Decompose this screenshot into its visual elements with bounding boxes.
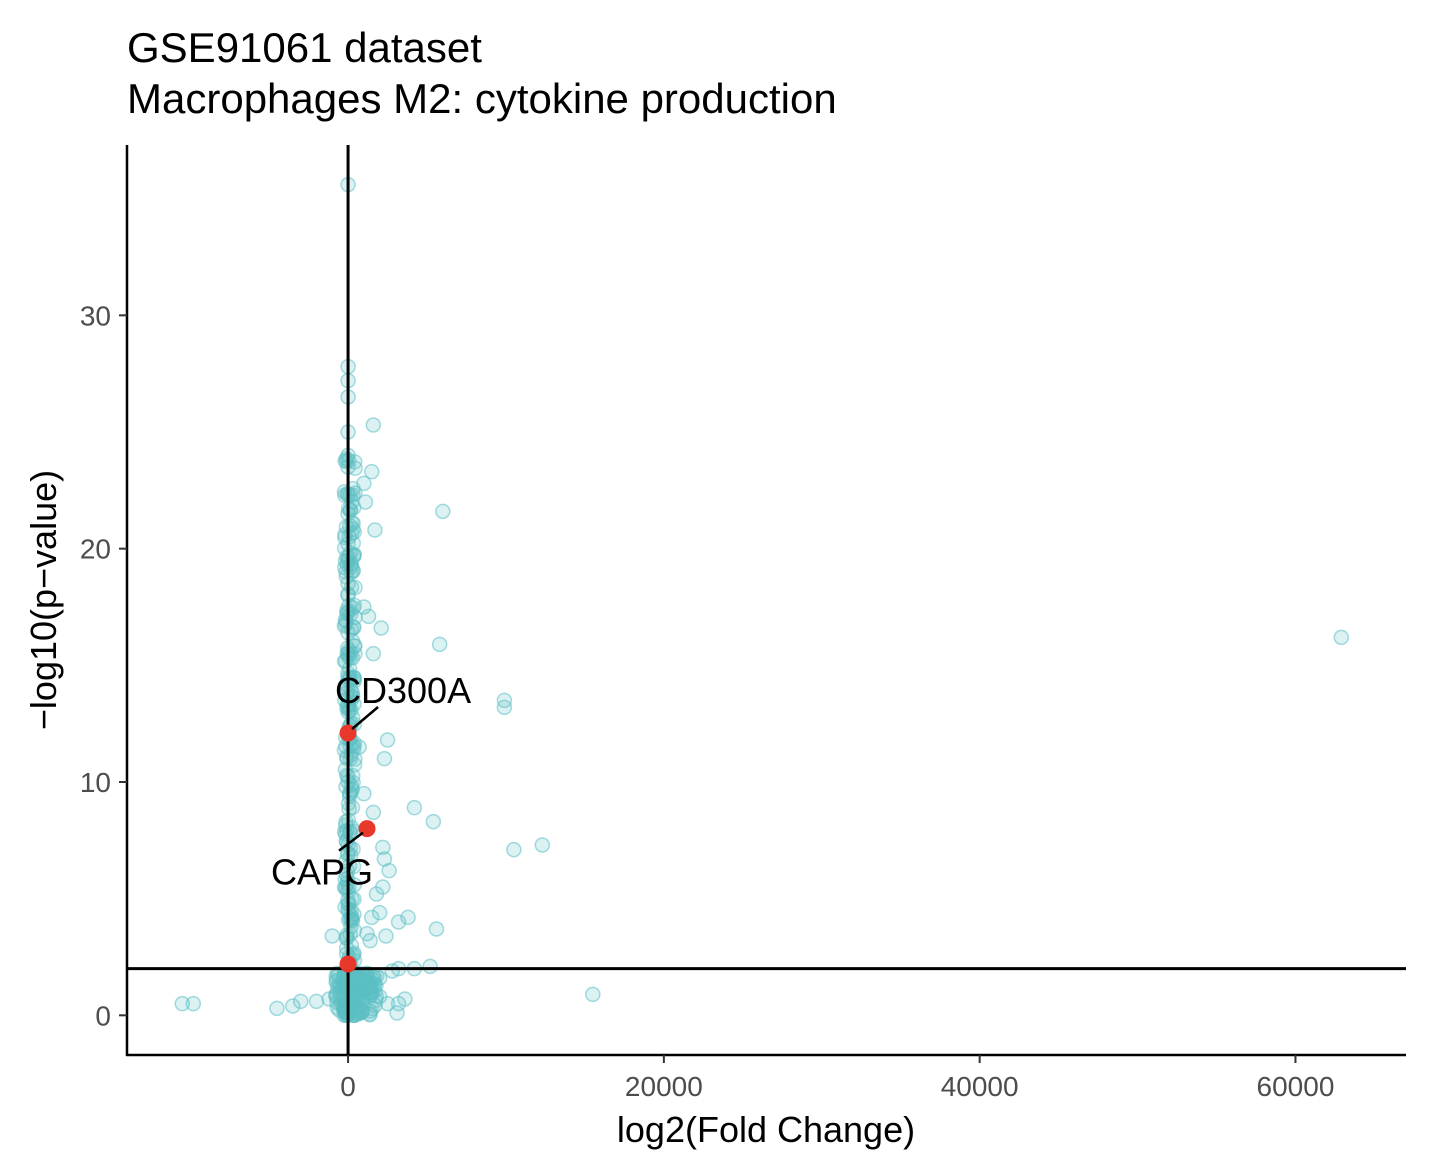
data-point: [363, 909, 380, 926]
data-point: [354, 1002, 371, 1019]
data-point: [389, 1005, 405, 1021]
data-point: [435, 503, 451, 520]
data-point: [406, 799, 423, 816]
cluster-point: [341, 517, 358, 534]
data-point: [496, 699, 513, 716]
data-point: [292, 993, 309, 1010]
data-point: [428, 921, 445, 937]
data-point: [375, 839, 391, 856]
x-tick-label: 40000: [941, 1071, 1019, 1102]
points-layer: [174, 176, 1350, 1024]
data-point: [356, 785, 372, 802]
data-point: [379, 995, 396, 1012]
data-point: [174, 995, 191, 1012]
highlight-point: [339, 955, 357, 973]
data-point: [362, 932, 378, 949]
data-point: [378, 928, 394, 944]
cluster-point: [345, 535, 362, 551]
data-point: [285, 998, 301, 1014]
x-axis-title: log2(Fold Change): [617, 1109, 915, 1150]
data-point: [381, 862, 397, 879]
data-point: [363, 463, 380, 480]
data-point: [357, 494, 374, 510]
data-point: [1333, 629, 1350, 646]
y-tick-label: 0: [95, 1000, 111, 1031]
data-point: [422, 958, 438, 975]
gene-label-cd300a: CD300A: [335, 670, 471, 711]
data-point: [400, 909, 416, 926]
data-point: [365, 804, 382, 821]
data-point: [367, 522, 383, 538]
data-point: [356, 475, 372, 492]
reference-lines: [127, 145, 1406, 1055]
data-point: [371, 904, 388, 921]
data-point: [384, 963, 401, 979]
data-point: [371, 970, 388, 986]
axes: 0 20000 40000 60000 0 10 20 30: [80, 145, 1406, 1102]
leader-line-capg: [338, 831, 364, 852]
gene-labels-layer: CD300A CAPG: [271, 670, 471, 893]
cluster-point: [345, 619, 362, 635]
cluster-point: [328, 968, 344, 985]
y-tick-label: 20: [80, 534, 111, 565]
cluster-point: [341, 858, 358, 874]
x-tick-label: 0: [340, 1071, 356, 1102]
data-point: [390, 914, 407, 930]
y-tick-label: 30: [80, 300, 111, 331]
x-tick-label: 20000: [625, 1071, 703, 1102]
data-point: [585, 986, 601, 1003]
y-axis-title: −log10(p−value): [23, 470, 64, 730]
leader-line-cd300a: [351, 706, 379, 730]
data-point: [269, 1000, 285, 1017]
x-tick-label: 60000: [1257, 1071, 1335, 1102]
data-point: [356, 599, 372, 615]
data-point: [308, 993, 325, 1010]
gene-label-capg: CAPG: [271, 852, 373, 893]
data-point: [360, 608, 377, 625]
data-point: [351, 739, 367, 755]
data-point: [324, 928, 341, 944]
data-point: [363, 984, 380, 1000]
data-point: [368, 886, 385, 902]
data-point: [376, 750, 393, 767]
data-point: [365, 645, 382, 662]
chart-title: GSE91061 dataset: [127, 24, 482, 71]
data-point: [506, 841, 522, 858]
y-tick-label: 10: [80, 767, 111, 798]
data-point: [185, 995, 202, 1012]
data-point: [365, 417, 382, 433]
cluster-point: [343, 910, 359, 927]
data-point: [425, 813, 442, 830]
data-point: [534, 837, 551, 853]
cluster-point: [342, 750, 359, 767]
data-point: [397, 991, 413, 1007]
chart-subtitle: Macrophages M2: cytokine production: [127, 75, 837, 122]
data-point: [373, 620, 389, 636]
data-point: [431, 636, 448, 653]
cluster-point: [338, 453, 355, 470]
data-point: [379, 732, 396, 748]
